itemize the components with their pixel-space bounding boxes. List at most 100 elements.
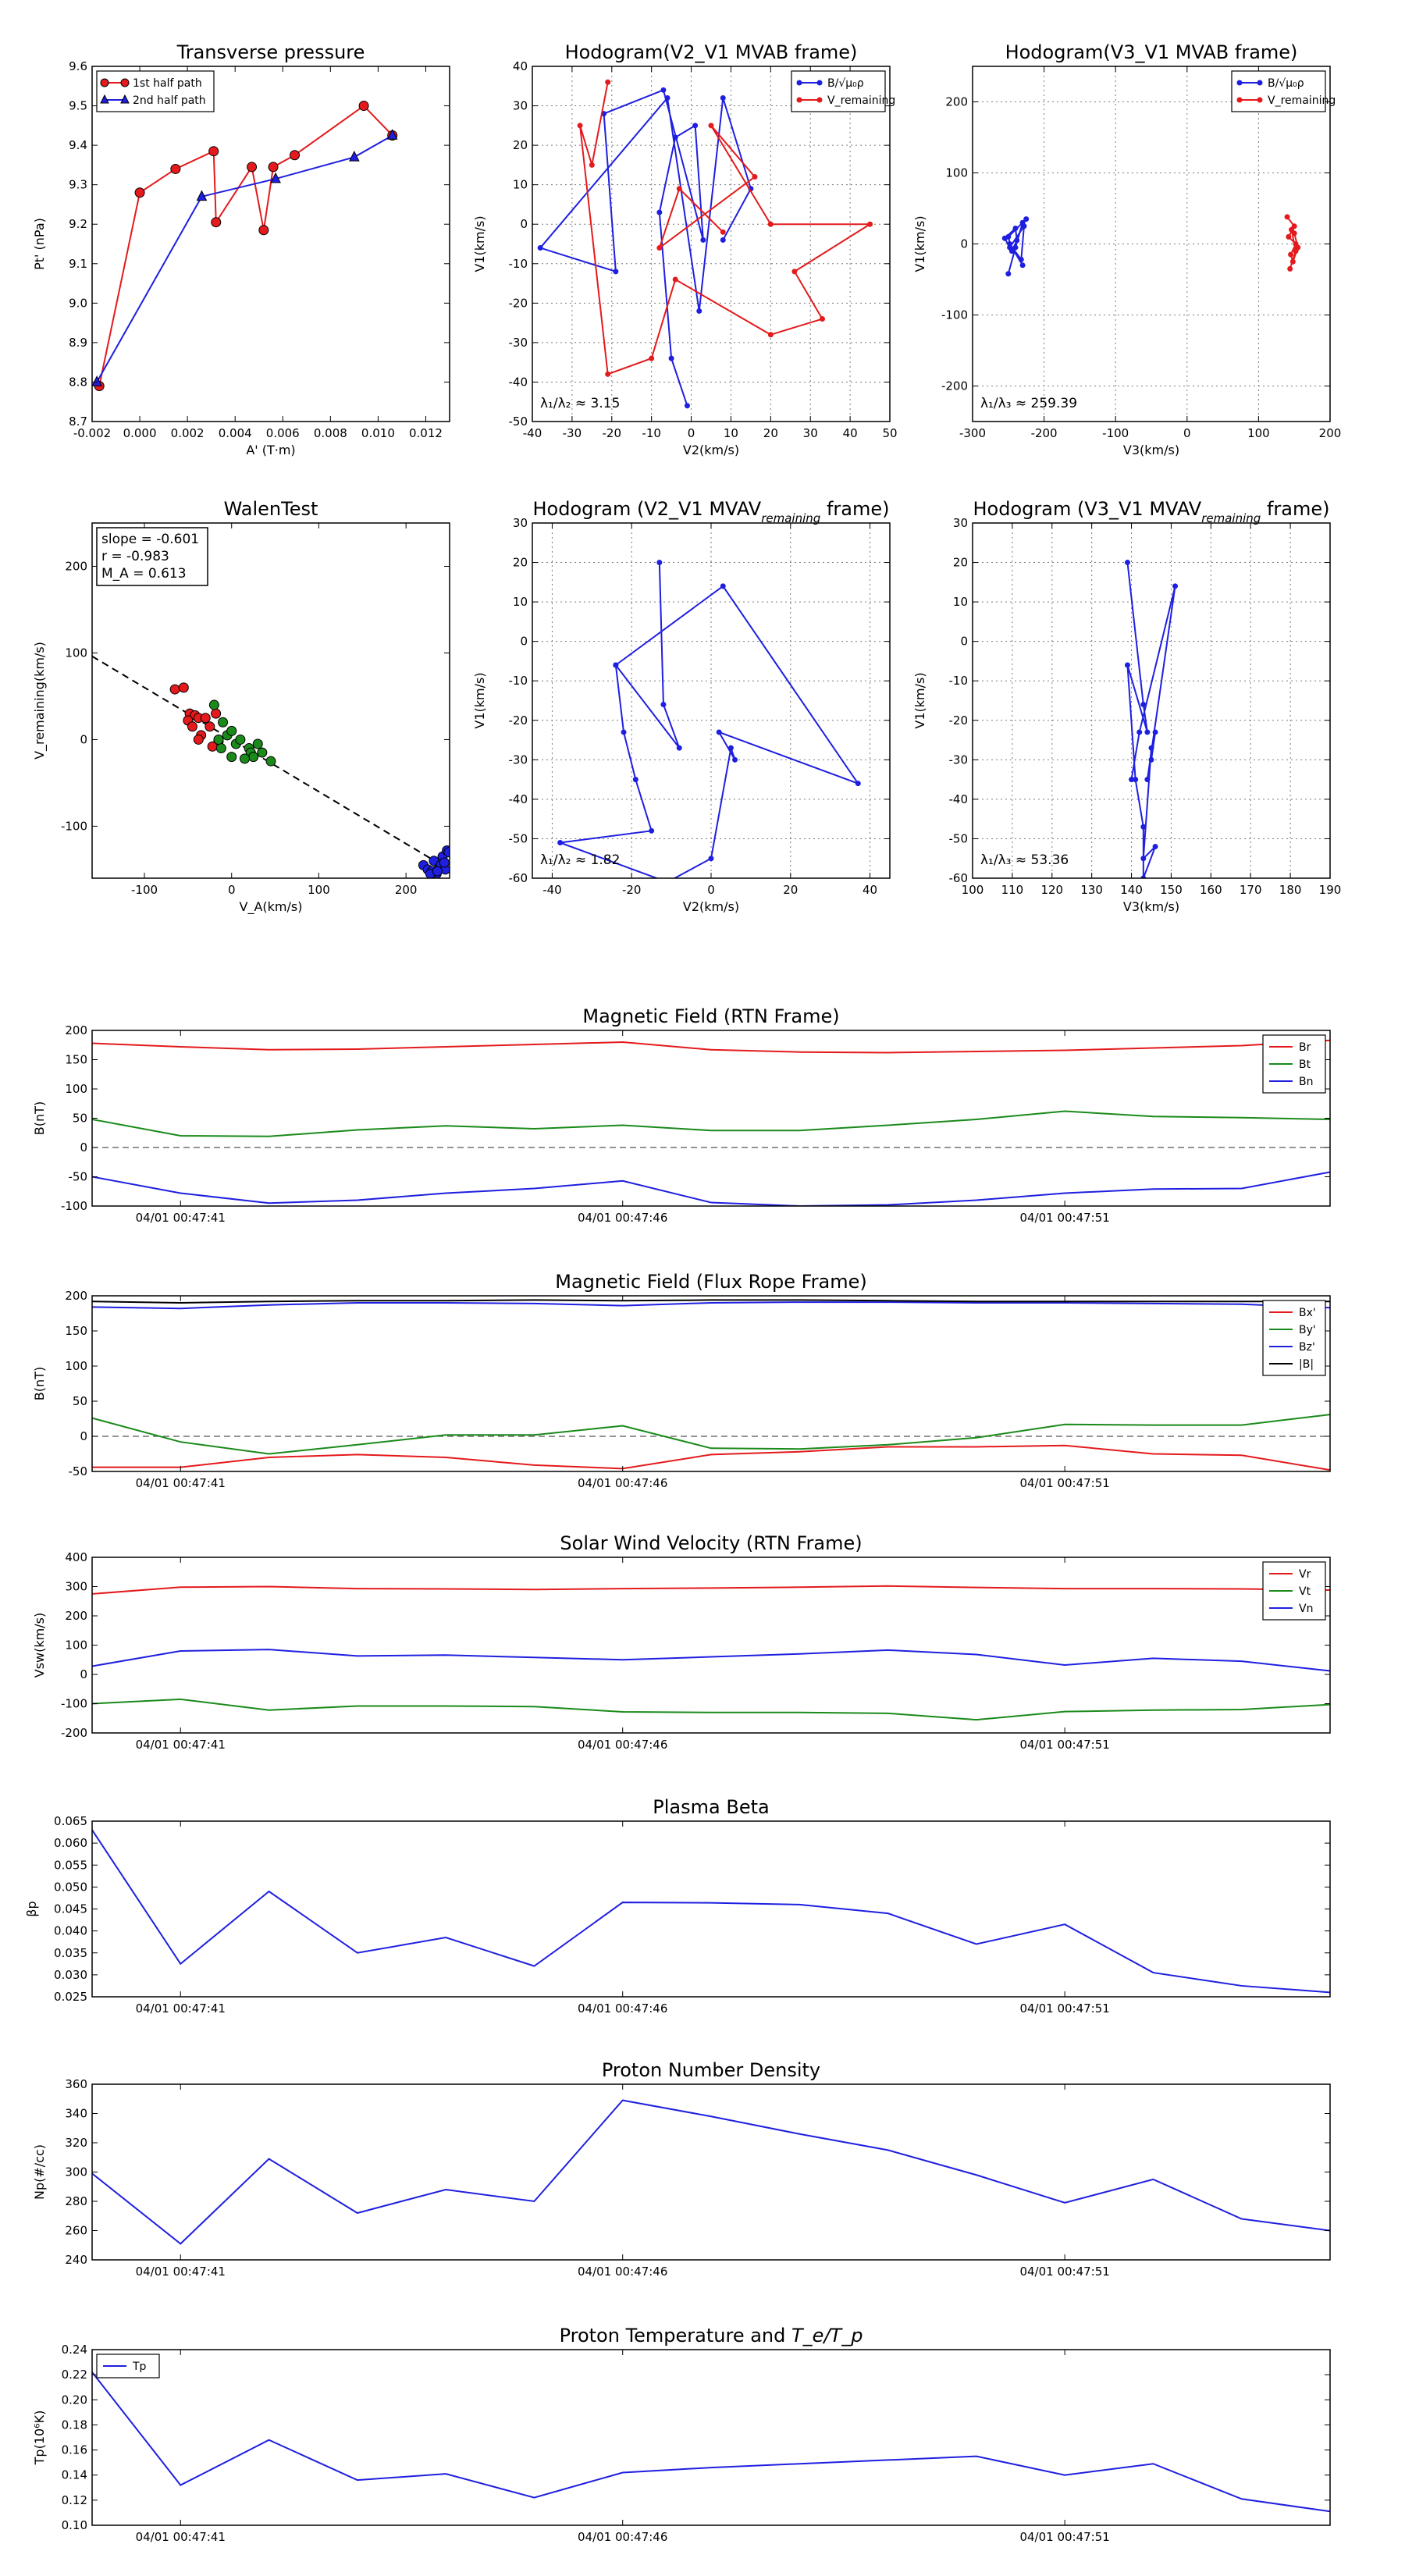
series-line <box>1126 562 1176 878</box>
x-tick-label: 170 <box>1240 883 1262 897</box>
data-point <box>1140 702 1147 708</box>
data-point <box>226 725 237 736</box>
plot-frame <box>91 2083 1331 2261</box>
y-tick-label: 150 <box>65 1053 87 1067</box>
x-tick-label: 04/01 00:47:46 <box>578 1211 667 1225</box>
data-point <box>1129 777 1135 783</box>
x-tick-label: 04/01 00:47:41 <box>136 1476 226 1490</box>
y-tick-label: -20 <box>949 713 969 728</box>
chart-t4: 04/01 00:47:41 04/01 00:47:46 04/01 00:47:… <box>24 1796 1331 2016</box>
data-point <box>1124 662 1130 668</box>
data-point <box>1289 258 1296 265</box>
y-tick-label: -100 <box>61 1199 87 1213</box>
stats-line: r = -0.983 <box>101 549 169 564</box>
chart-p1: -0.002 0.000 0.002 0.004 0.006 0.008 0.010 0.01… <box>32 41 450 457</box>
y-tick-label: 400 <box>65 1550 87 1564</box>
y-axis-label: V1(km/s) <box>912 215 927 272</box>
y-tick-label: 0 <box>80 732 87 746</box>
series-Np <box>92 2099 1330 2245</box>
data-point <box>257 747 268 758</box>
data-point <box>656 560 663 566</box>
eigenvalue-ratio: λ₁/λ₃ ≈ 53.36 <box>980 852 1069 868</box>
data-point <box>684 403 690 409</box>
x-tick-label: 04/01 00:47:41 <box>136 1211 226 1225</box>
y-tick-label: 10 <box>953 595 968 609</box>
data-point <box>664 94 670 101</box>
data-point <box>1012 225 1019 231</box>
y-tick-label: 9.1 <box>69 257 87 271</box>
y-tick-label: 0.045 <box>54 1902 87 1916</box>
y-tick-label: -60 <box>949 871 969 885</box>
x-tick-label: -20 <box>603 426 622 440</box>
data-point <box>649 827 655 834</box>
data-point <box>676 186 682 192</box>
series-line <box>92 1301 1330 1310</box>
x-tick-label: -200 <box>1031 426 1058 440</box>
series-line <box>96 134 393 382</box>
legend-marker <box>1257 80 1263 86</box>
x-axis-label: V2(km/s) <box>683 443 739 457</box>
series-path <box>1124 560 1179 878</box>
eigenvalue-ratio: λ₁/λ₂ ≈ 1.82 <box>540 852 620 868</box>
data-point <box>720 237 726 243</box>
data-point <box>432 866 443 877</box>
y-tick-label: 100 <box>65 646 87 660</box>
data-point <box>767 332 774 338</box>
legend-marker <box>120 94 130 104</box>
y-tick-label: -50 <box>69 1464 88 1478</box>
x-tick-label: 110 <box>1001 883 1024 897</box>
data-point <box>720 229 726 235</box>
legend-box <box>1231 70 1326 112</box>
x-tick-label: -20 <box>622 883 642 897</box>
legend-marker <box>796 80 802 86</box>
legend: B/√μ₀ρ V_remaining <box>791 70 895 112</box>
y-tick-label: -100 <box>61 1697 87 1711</box>
data-point <box>1124 560 1130 566</box>
plot-frame <box>91 1295 1331 1472</box>
x-tick-label: 04/01 00:47:41 <box>136 2001 226 2016</box>
data-point <box>1005 271 1012 277</box>
plot-frame <box>91 66 450 422</box>
data-point <box>169 684 180 695</box>
series-line <box>92 1649 1330 1672</box>
y-tick-label: 360 <box>65 2077 87 2091</box>
legend: B/√μ₀ρ V_remaining <box>1231 70 1336 112</box>
series-Vn <box>92 1649 1330 1672</box>
chart-p5: -40 -20 0 20 40 -60 -50 -40 -30 -20 -10 0 10 20 30 Hodo… <box>472 498 891 914</box>
data-point <box>720 583 726 589</box>
x-tick-label: 20 <box>763 426 778 440</box>
data-point <box>1291 230 1297 237</box>
data-point <box>1286 233 1292 240</box>
plot-frame <box>532 66 891 422</box>
y-axis-label: Pt' (nPa) <box>32 218 47 270</box>
y-axis-label: V1(km/s) <box>912 672 927 728</box>
data-point <box>1172 583 1179 589</box>
data-point <box>193 734 204 745</box>
data-point <box>752 174 758 180</box>
series-line <box>92 1171 1330 1206</box>
y-tick-label: 0.24 <box>62 2343 87 2357</box>
y-tick-label: 0.18 <box>62 2418 87 2432</box>
data-point <box>668 355 674 361</box>
plot-frame <box>532 522 891 879</box>
chart-t1: 04/01 00:47:41 04/01 00:47:46 04/01 00:47:… <box>32 1005 1331 1225</box>
series-line <box>92 1299 1330 1304</box>
series-Bn <box>92 1171 1330 1206</box>
x-tick-label: 200 <box>395 883 418 897</box>
data-point <box>656 245 663 251</box>
x-tick-label: 04/01 00:47:41 <box>136 1738 226 1752</box>
y-tick-label: 0.16 <box>62 2443 87 2457</box>
chart-t5: 04/01 00:47:41 04/01 00:47:46 04/01 00:47:… <box>32 2059 1331 2279</box>
legend-label: B/√μ₀ρ <box>827 77 864 90</box>
y-tick-label: 0.030 <box>54 1968 87 1982</box>
chart-p3: -300 -200 -100 0 100 200 -200 -100 0 100 200 Hodogr… <box>912 41 1341 457</box>
legend-marker <box>796 97 802 103</box>
x-tick-label: 140 <box>1120 883 1143 897</box>
series-1st half path <box>94 101 398 391</box>
legend-marker <box>816 97 823 103</box>
data-point <box>268 162 279 173</box>
legend-label: Vt <box>1299 1585 1311 1598</box>
y-tick-label: -10 <box>509 257 528 271</box>
series-|B| <box>92 1299 1330 1304</box>
